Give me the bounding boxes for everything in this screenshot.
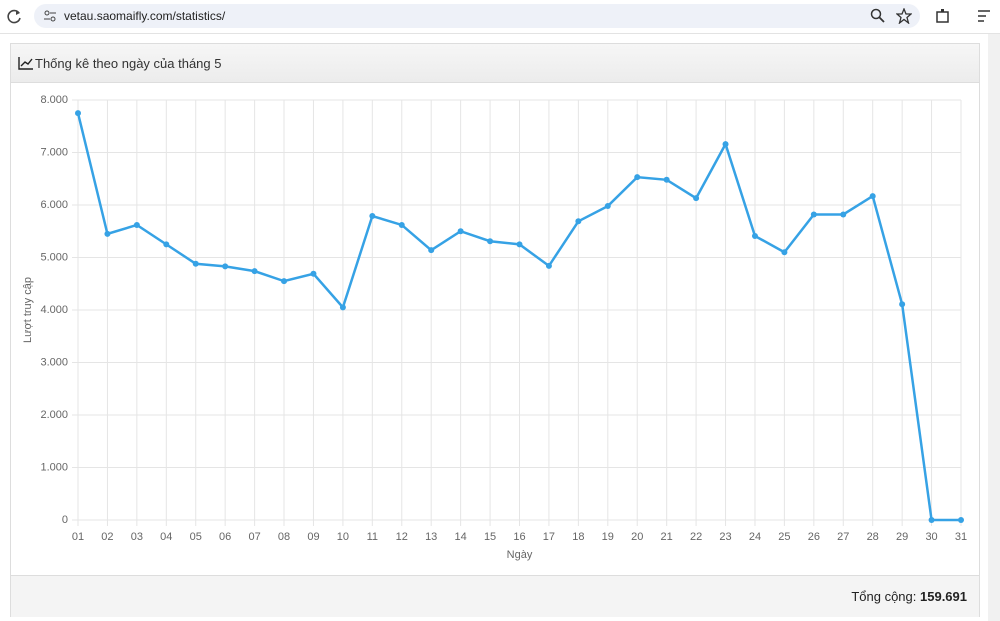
y-axis-title: Lượt truy cập	[22, 277, 34, 343]
data-point	[104, 230, 111, 237]
data-point	[133, 221, 140, 228]
data-point	[869, 193, 876, 200]
y-tick-label: 1.000	[40, 461, 68, 473]
x-tick-label: 06	[219, 531, 231, 543]
x-tick-label: 17	[543, 531, 555, 543]
scrollbar[interactable]	[988, 34, 1000, 621]
y-tick-label: 6.000	[40, 199, 68, 211]
data-point	[575, 218, 582, 225]
card-header: Thống kê theo ngày của tháng 5	[11, 44, 979, 83]
x-tick-label: 11	[367, 531, 378, 543]
y-tick-label: 2.000	[40, 409, 68, 421]
data-point	[899, 301, 906, 308]
y-tick-label: 0	[62, 514, 68, 526]
x-tick-label: 16	[513, 531, 525, 543]
site-info-icon[interactable]	[43, 9, 57, 23]
y-tick-label: 8.000	[40, 94, 68, 106]
x-tick-label: 03	[131, 531, 143, 543]
data-point	[781, 249, 788, 256]
y-tick-label: 3.000	[40, 356, 68, 368]
data-point	[516, 241, 523, 248]
data-point	[251, 268, 258, 275]
x-tick-label: 29	[896, 531, 908, 543]
total: Tổng cộng: 159.691	[851, 589, 967, 604]
data-point	[545, 262, 552, 269]
data-point	[928, 517, 935, 523]
x-tick-label: 26	[808, 531, 820, 543]
url-text: vetau.saomaifly.com/statistics/	[64, 9, 226, 23]
x-tick-label: 25	[778, 531, 790, 543]
y-tick-label: 5.000	[40, 251, 68, 263]
x-tick-label: 24	[749, 531, 761, 543]
data-point	[398, 221, 405, 228]
data-point	[634, 174, 641, 181]
data-point	[840, 211, 847, 218]
data-point	[958, 517, 964, 523]
x-tick-label: 15	[484, 531, 496, 543]
x-tick-label: 02	[101, 531, 113, 543]
x-tick-label: 08	[278, 531, 290, 543]
chart: 0 1.000 2.000 3.000 4.000 5.000 6.000 7.000 8.00…	[22, 94, 967, 561]
data-point	[310, 270, 317, 277]
x-tick-label: 18	[572, 531, 584, 543]
card-title: Thống kê theo ngày của tháng 5	[35, 56, 222, 71]
x-tick-label: 05	[190, 531, 202, 543]
reload-button[interactable]	[5, 7, 25, 27]
reading-list-icon[interactable]	[976, 7, 994, 25]
total-value: 159.691	[920, 589, 967, 604]
x-tick-label: 12	[396, 531, 408, 543]
x-tick-label: 28	[867, 531, 879, 543]
data-point	[369, 213, 376, 220]
x-tick-label: 14	[455, 531, 467, 543]
extensions-icon[interactable]	[934, 7, 952, 25]
x-tick-label: 27	[837, 531, 849, 543]
x-tick-label: 20	[631, 531, 643, 543]
y-tick-label: 4.000	[40, 304, 68, 316]
x-tick-label: 31	[955, 531, 967, 543]
data-point	[722, 141, 729, 148]
x-tick-label: 13	[425, 531, 437, 543]
data-point	[487, 238, 494, 245]
data-point	[428, 247, 435, 254]
chart-icon	[18, 57, 33, 70]
y-tick-label: 7.000	[40, 146, 68, 158]
x-tick-label: 23	[719, 531, 731, 543]
address-bar[interactable]: vetau.saomaifly.com/statistics/	[34, 4, 920, 28]
x-tick-label: 10	[337, 531, 349, 543]
x-tick-label: 09	[307, 531, 319, 543]
data-point	[810, 211, 817, 218]
x-tick-label: 19	[602, 531, 614, 543]
total-label: Tổng cộng:	[851, 589, 917, 604]
x-tick-label: 01	[72, 531, 84, 543]
x-tick-label: 30	[925, 531, 937, 543]
statistics-card: Thống kê theo ngày của tháng 5 Tổng cộng…	[10, 43, 980, 617]
data-point	[163, 241, 170, 248]
card-footer: Tổng cộng: 159.691	[11, 575, 979, 617]
data-point	[693, 195, 700, 202]
data-point	[281, 278, 288, 285]
zoom-icon[interactable]	[870, 8, 886, 24]
x-tick-label: 22	[690, 531, 702, 543]
data-point	[457, 228, 464, 235]
data-point	[663, 176, 670, 183]
browser-bar: vetau.saomaifly.com/statistics/	[0, 0, 1000, 34]
x-axis-title: Ngày	[507, 549, 533, 561]
data-point	[192, 260, 199, 267]
x-tick-label: 21	[661, 531, 673, 543]
data-point	[339, 304, 346, 311]
data-point	[222, 263, 229, 270]
bookmark-icon[interactable]	[896, 8, 912, 24]
x-tick-label: 07	[248, 531, 260, 543]
data-point	[75, 110, 81, 117]
data-point	[604, 203, 611, 210]
x-tick-label: 04	[160, 531, 172, 543]
data-point	[751, 232, 758, 239]
